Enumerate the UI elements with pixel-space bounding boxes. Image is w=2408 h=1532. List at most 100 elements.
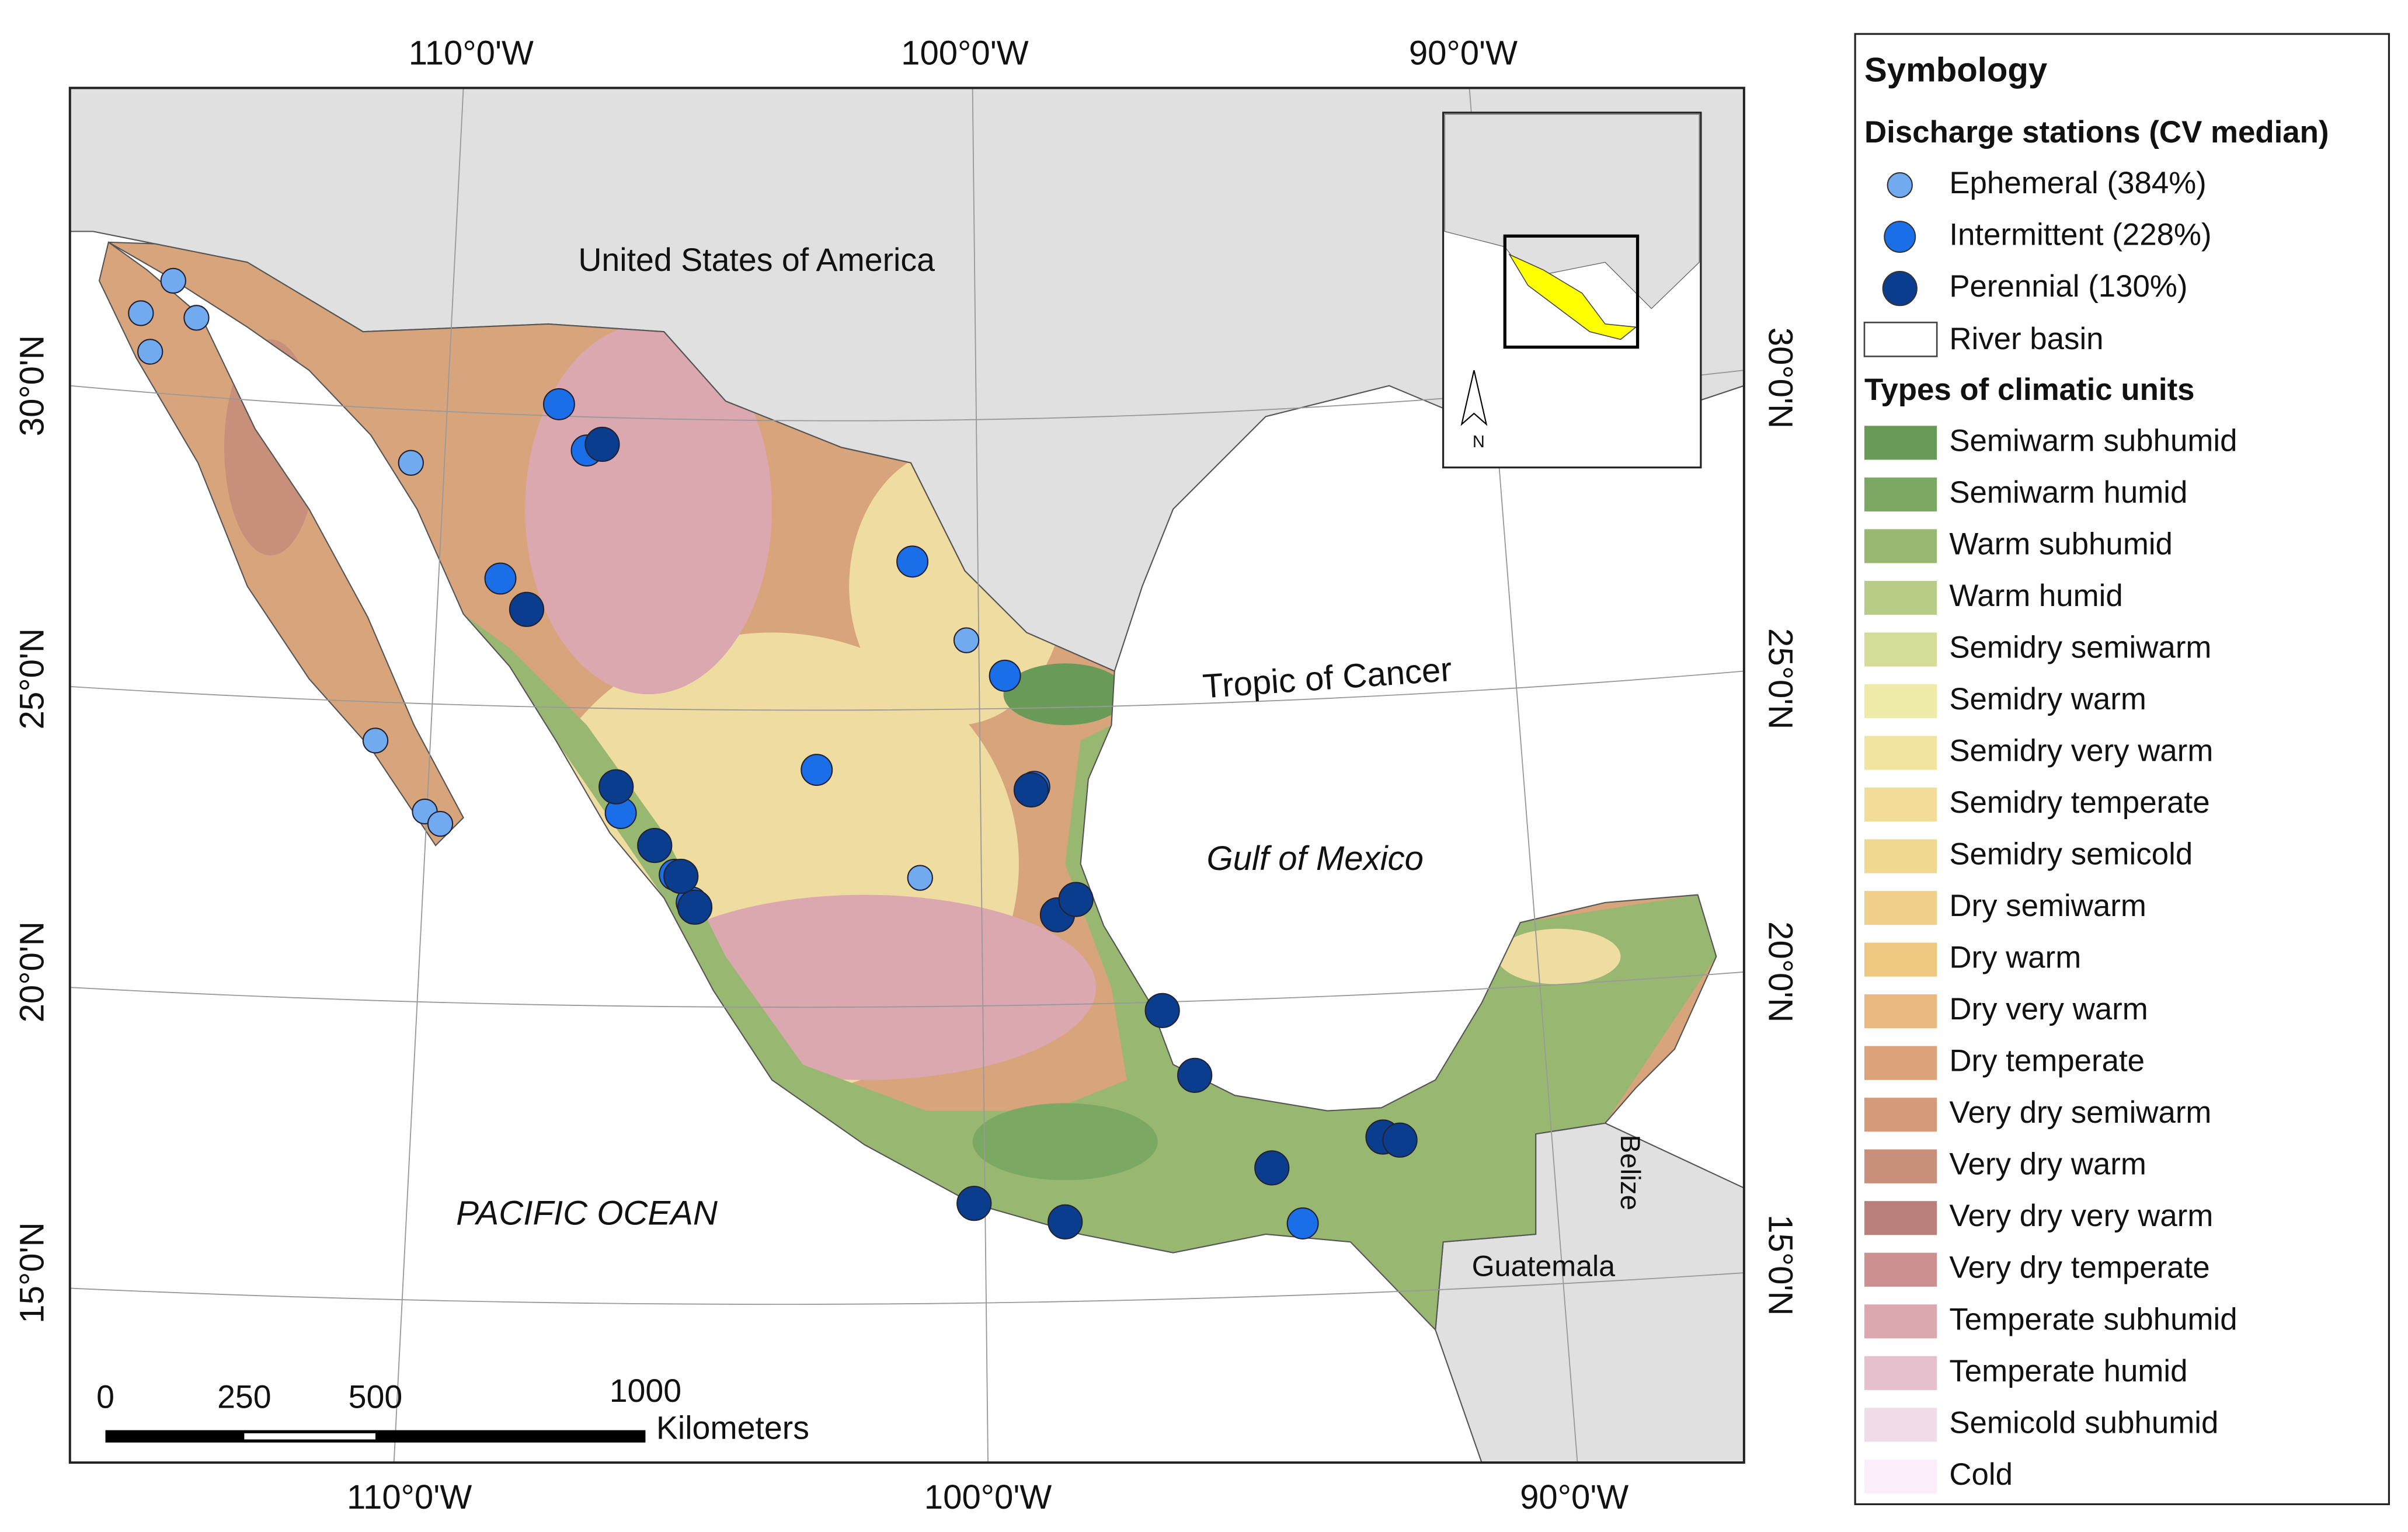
graticule-label: 100°0'W (901, 34, 1029, 72)
station-marker (896, 545, 929, 578)
graticule-label: 20°0'N (13, 921, 51, 1022)
map-frame (68, 86, 1745, 1464)
legend-marker (1882, 271, 1918, 307)
legend-marker (1887, 172, 1913, 199)
graticule-label: 110°0'W (409, 34, 534, 72)
station-marker (1177, 1057, 1213, 1093)
station-marker (953, 627, 980, 653)
legend-section-title: Types of climatic units (1864, 372, 2195, 407)
station-marker (801, 754, 833, 786)
graticule-label: 30°0'N (1762, 328, 1800, 429)
place-label: Belize (1614, 1135, 1645, 1211)
legend-label: Dry warm (1949, 941, 2081, 975)
legend-swatch (1864, 1408, 1937, 1442)
station-marker (989, 659, 1021, 692)
legend-swatch (1864, 1304, 1937, 1339)
station-marker (907, 865, 933, 891)
legend-label: Semiwarm humid (1949, 475, 2187, 510)
station-marker (427, 810, 454, 837)
graticule-label: 15°0'N (13, 1222, 51, 1323)
scale-label: 0 (96, 1378, 114, 1415)
station-marker (584, 426, 620, 462)
graticule-label: 30°0'N (13, 335, 51, 436)
legend-swatch (1864, 942, 1937, 977)
graticule-label: 90°0'W (1409, 34, 1518, 72)
legend-label: Semidry semiwarm (1949, 630, 2211, 664)
station-marker (128, 300, 154, 326)
legend-swatch (1864, 529, 1937, 563)
station-marker (637, 827, 673, 864)
scale-label: 1000 (610, 1373, 681, 1409)
legend-swatch (1864, 1356, 1937, 1390)
inset-map (1442, 112, 1702, 469)
station-marker (677, 889, 713, 925)
graticule-label: 90°0'W (1520, 1478, 1628, 1516)
graticule-label: 25°0'N (1762, 628, 1800, 729)
north-arrow-label: N (1473, 433, 1485, 451)
legend-swatch (1864, 736, 1937, 770)
graticule (69, 88, 1744, 1463)
station-marker (484, 562, 517, 595)
station-marker (1013, 772, 1049, 808)
legend-label: Very dry temperate (1949, 1251, 2209, 1285)
legend-swatch (1864, 891, 1937, 925)
legend-swatch (1864, 1098, 1937, 1132)
legend-swatch (1864, 684, 1937, 719)
legend-swatch (1864, 1252, 1937, 1287)
legend-swatch (1864, 1046, 1937, 1080)
legend-label: Semidry warm (1949, 682, 2146, 716)
legend-label: River basin (1949, 322, 2103, 356)
legend-label: Dry very warm (1949, 992, 2148, 1026)
place-label: Guatemala (1472, 1249, 1616, 1282)
legend-swatch (1864, 632, 1937, 667)
station-marker (956, 1186, 992, 1221)
legend-label: Semidry very warm (1949, 733, 2213, 768)
station-marker (663, 858, 699, 894)
station-marker (509, 591, 545, 627)
legend-swatch (1864, 839, 1937, 873)
graticule-labels: 110°0'W 100°0'W 90°0'W 110°0'W 100°0'W 90°0'W… (13, 34, 1799, 1516)
legend-label: Dry temperate (1949, 1044, 2145, 1078)
station-marker (137, 339, 163, 365)
station-marker (1382, 1122, 1418, 1158)
legend-label: Very dry semiwarm (1949, 1095, 2211, 1130)
stations (128, 267, 1418, 1239)
legend-label: Semidry semicold (1949, 837, 2193, 872)
legend-swatch (1864, 580, 1937, 615)
legend-swatch (1864, 1201, 1937, 1235)
legend-label: Dry semiwarm (1949, 889, 2146, 923)
legend-title: Symbology (1864, 51, 2048, 89)
place-label: United States of America (578, 242, 935, 278)
station-marker (1144, 993, 1180, 1028)
legend-label: Temperate subhumid (1949, 1302, 2237, 1336)
graticule-label: 20°0'N (1762, 921, 1800, 1022)
scale-label: 250 (217, 1378, 272, 1415)
graticule-label: 15°0'N (1762, 1214, 1800, 1315)
legend-swatch (1864, 787, 1937, 822)
station-marker (1048, 1204, 1083, 1239)
legend-items: Ephemeral (384%) Intermittent (228%) Peren… (1864, 166, 2238, 1493)
station-marker (1286, 1207, 1319, 1239)
legend-label: Perennial (130%) (1949, 269, 2187, 304)
legend-label: Semidry temperate (1949, 785, 2209, 820)
station-marker (398, 450, 424, 476)
legend-swatch (1864, 477, 1937, 511)
station-marker (183, 305, 210, 331)
legend-section-title: Discharge stations (CV median) (1864, 115, 2329, 149)
scale-bar (105, 1430, 646, 1443)
graticule-label: 25°0'N (13, 628, 51, 729)
scale-label: 500 (349, 1378, 403, 1415)
legend-label: Cold (1949, 1457, 2013, 1492)
legend-swatch (1864, 994, 1937, 1029)
place-label: Gulf of Mexico (1207, 840, 1424, 878)
legend-label: Warm humid (1949, 579, 2122, 613)
legend-swatch (1863, 321, 1938, 357)
station-marker (542, 388, 575, 420)
legend-label: Semiwarm subhumid (1949, 423, 2237, 458)
legend-swatch (1864, 426, 1937, 460)
station-marker (1058, 882, 1094, 917)
scale-unit: Kilometers (656, 1409, 809, 1446)
legend-label: Intermittent (228%) (1949, 218, 2211, 252)
